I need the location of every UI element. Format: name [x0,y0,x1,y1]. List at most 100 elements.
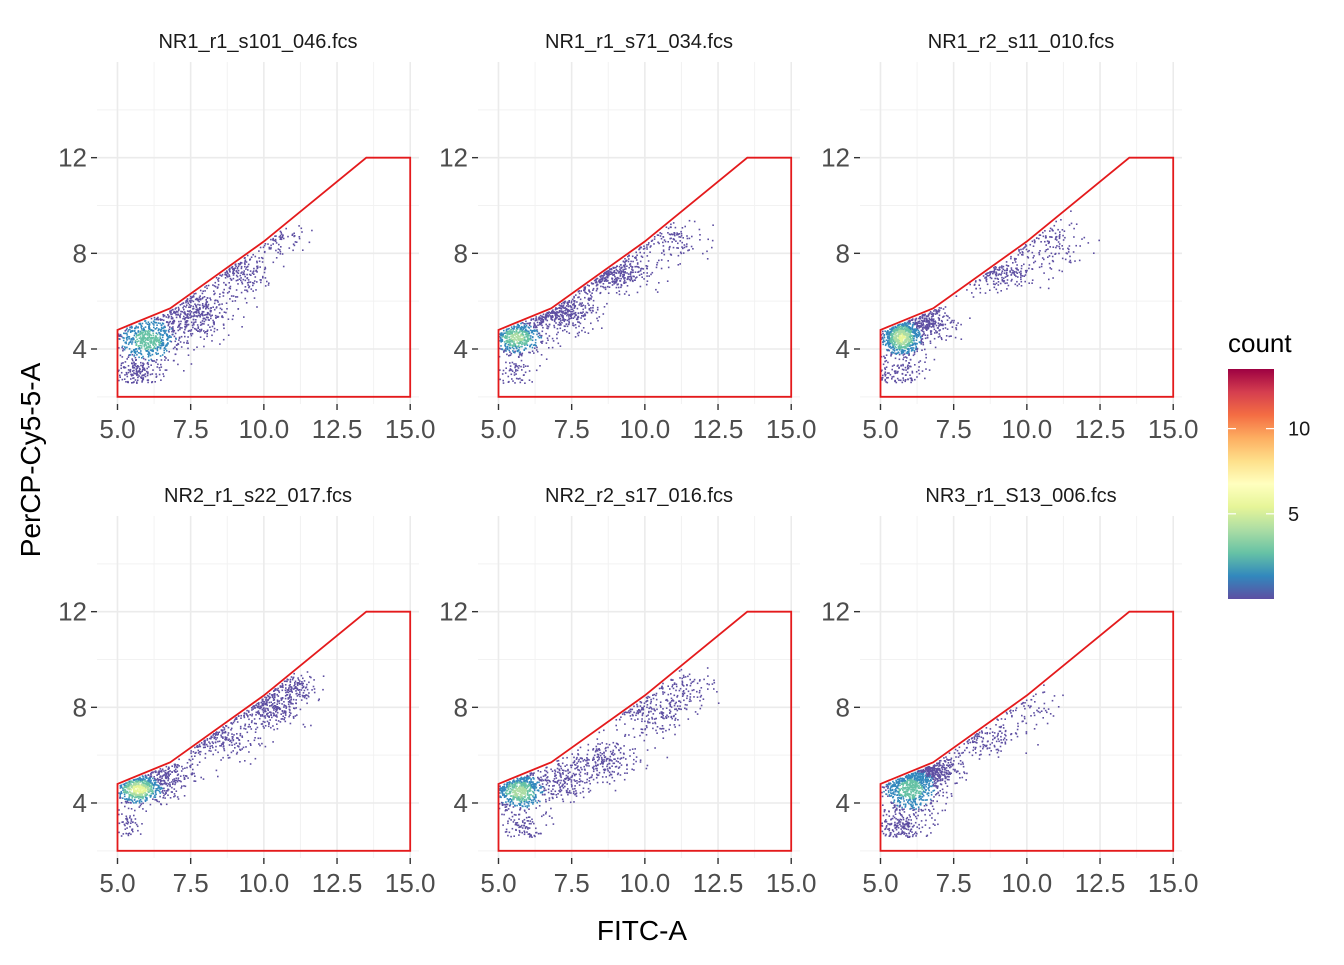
x-tick-label: 5.0 [99,414,135,444]
density-bin [158,322,160,324]
density-bin [240,263,242,265]
density-bin [661,252,663,254]
density-bin [516,365,518,367]
density-bin [168,351,170,353]
density-bin [276,714,278,716]
density-bin [898,342,900,344]
density-bin [268,723,270,725]
density-bin [569,318,571,320]
density-bin [612,284,614,286]
density-bin [269,719,271,721]
density-bin [518,332,520,334]
density-bin [285,707,287,709]
density-bin [130,378,132,380]
density-bin [158,342,160,344]
x-tick-label: 12.5 [1075,414,1126,444]
density-bin [584,331,586,333]
density-bin [1025,274,1027,276]
density-bin [302,687,304,689]
density-bin [190,296,192,298]
density-bin [273,729,275,731]
density-bin [129,348,131,350]
density-bin [626,291,628,293]
density-bin [897,325,899,327]
density-bin [1016,264,1018,266]
density-bin [921,320,923,322]
density-bin [294,245,296,247]
density-bin [272,239,274,241]
density-bin [584,290,586,292]
density-bin [141,377,143,379]
density-bin [122,337,124,339]
density-bin [1039,250,1041,252]
density-bin [530,322,532,324]
density-bin [580,317,582,319]
density-bin [207,312,209,314]
density-bin [632,261,634,263]
density-bin [228,318,230,320]
density-bin [135,357,137,359]
density-bin [531,330,533,332]
density-bin [167,359,169,361]
density-bin [532,340,534,342]
density-bin [923,334,925,336]
density-bin [519,351,521,353]
density-bin [219,312,221,314]
facet-title: NR1_r1_s101_046.fcs [158,31,357,53]
density-bin [212,747,214,749]
density-bin [219,274,221,276]
density-bin [601,275,603,277]
density-bin [906,332,908,334]
x-tick-label: 5.0 [862,414,898,444]
density-bin [164,797,166,799]
density-bin [897,378,899,380]
density-bin [991,278,993,280]
density-bin [514,374,516,376]
density-bin [513,328,515,330]
density-bin [897,341,899,343]
density-bin [243,316,245,318]
density-bin [898,352,900,354]
density-bin [1021,265,1023,267]
density-bin [273,262,275,264]
density-bin [955,337,957,339]
density-bin [136,350,138,352]
y-tick-label: 12 [439,143,468,173]
density-bin [265,725,267,727]
density-bin [674,235,676,237]
density-bin [925,327,927,329]
density-bin [1035,261,1037,263]
density-bin [678,264,680,266]
density-bin [210,318,212,320]
density-bin [190,305,192,307]
density-bin [895,353,897,355]
density-bin [567,320,569,322]
density-bin [225,277,227,279]
density-bin [140,373,142,375]
density-bin [207,297,209,299]
density-bin [533,330,535,332]
density-bin [249,714,251,716]
density-bin [141,347,143,349]
density-bin [240,735,242,737]
density-bin [149,331,151,333]
density-bin [1051,253,1053,255]
density-bin [540,315,542,317]
density-bin [521,355,523,357]
density-bin [667,280,669,282]
density-bin [618,287,620,289]
density-bin [122,346,124,348]
density-bin [1034,239,1036,241]
density-bin [199,761,201,763]
density-bin [603,283,605,285]
density-bin [640,270,642,272]
density-bin [560,345,562,347]
density-bin [552,347,554,349]
density-bin [140,341,142,343]
density-bin [1032,241,1034,243]
density-bin [502,373,504,375]
density-bin [268,284,270,286]
density-bin [161,324,163,326]
density-bin [162,322,164,324]
x-tick-label: 15.0 [1148,414,1199,444]
